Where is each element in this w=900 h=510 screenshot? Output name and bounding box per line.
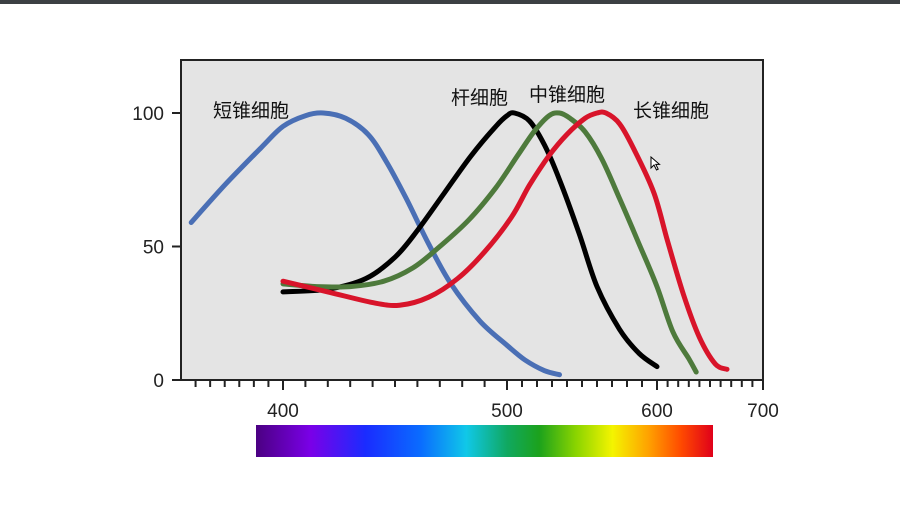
y-tick-label: 100 [132, 104, 164, 125]
x-tick-label: 500 [491, 401, 523, 422]
series-label-rod: 杆细胞 [451, 87, 508, 109]
series-line-l-cone [280, 109, 730, 372]
series-line-s-cone [188, 110, 562, 378]
window-top-bar [0, 0, 900, 4]
x-tick-label: 700 [747, 401, 779, 422]
mouse-cursor-icon [650, 156, 661, 171]
series-line-m-cone [280, 110, 699, 375]
series-label-s-cone: 短锥细胞 [213, 100, 289, 122]
y-tick-label: 50 [143, 238, 164, 259]
series-label-m-cone: 中锥细胞 [529, 84, 605, 106]
x-tick-label: 600 [641, 401, 673, 422]
series-line-rod [280, 110, 660, 370]
y-tick-label: 0 [153, 371, 164, 392]
x-axis-ticks: 400 500 600 700 [194, 380, 779, 422]
spectrum-bar [256, 425, 713, 457]
y-axis-ticks: 0 50 100 [132, 104, 181, 392]
x-tick-label: 400 [267, 401, 299, 422]
series-curves [188, 109, 730, 378]
series-label-l-cone: 长锥细胞 [633, 100, 709, 122]
